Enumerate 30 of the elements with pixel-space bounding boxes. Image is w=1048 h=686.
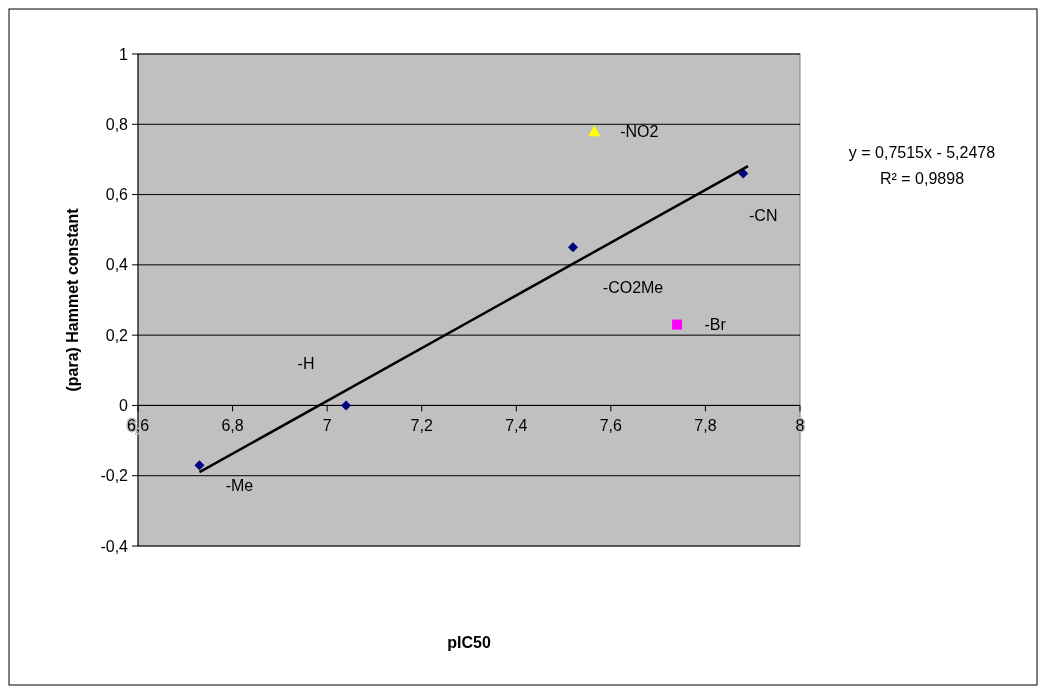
annotation: -CO2Me bbox=[602, 278, 664, 296]
point bbox=[341, 400, 352, 411]
annotation: -Me bbox=[225, 476, 254, 494]
y-tick-label: 0,6 bbox=[105, 186, 129, 204]
annotation: -Br bbox=[704, 316, 727, 334]
y-tick-label: 0,4 bbox=[105, 256, 129, 274]
x-tick-label: 7 bbox=[322, 417, 332, 435]
y-tick-label: 1 bbox=[119, 45, 129, 63]
x-tick-label: 8 bbox=[795, 417, 805, 435]
annotation: -H bbox=[297, 355, 315, 373]
point bbox=[588, 125, 601, 137]
y-tick-label: -0,4 bbox=[100, 537, 129, 555]
annotation: -CN bbox=[749, 207, 778, 225]
y-axis-title: (para) Hammet constant bbox=[64, 207, 81, 392]
x-axis-title: pIC50 bbox=[447, 634, 491, 651]
y-tick-label: -0,2 bbox=[100, 467, 129, 485]
point bbox=[194, 460, 205, 471]
x-tick-label: 7,4 bbox=[505, 417, 528, 435]
y-tick-label: 0,8 bbox=[105, 115, 129, 133]
y-tick-label: 0,2 bbox=[105, 326, 129, 344]
x-tick-label: 7,2 bbox=[410, 417, 433, 435]
point bbox=[568, 242, 579, 253]
point bbox=[672, 319, 683, 330]
text: y = 0,7515x - 5,2478 bbox=[848, 144, 996, 161]
text: R² = 0,9898 bbox=[879, 170, 965, 187]
x-tick-label: 7,6 bbox=[599, 417, 623, 435]
x-tick-label: 6,8 bbox=[221, 417, 244, 435]
annotation: -NO2 bbox=[620, 122, 659, 140]
x-tick-label: 7,8 bbox=[694, 417, 717, 435]
y-tick-label: 0 bbox=[119, 397, 129, 415]
